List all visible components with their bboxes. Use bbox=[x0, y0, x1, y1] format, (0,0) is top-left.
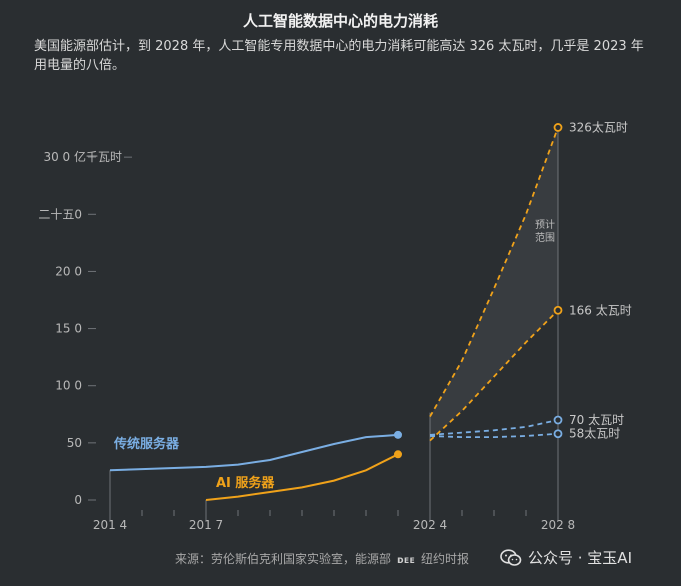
traditional-servers-line bbox=[109, 433, 399, 472]
x-tick-label: 201 7 bbox=[189, 518, 223, 532]
projection-range-annotation: 预计 bbox=[535, 218, 555, 231]
traditional-servers-label: 传统服务器 bbox=[113, 436, 180, 452]
projection-range-annotation: 范围 bbox=[535, 231, 555, 244]
projection-line-low bbox=[429, 309, 559, 442]
y-tick-label: 50 bbox=[67, 436, 82, 450]
y-tick-label: 15 0 bbox=[55, 322, 82, 336]
source-text: 来源：劳伦斯伯克利国家实验室，能源部 bbox=[175, 552, 392, 566]
ai-servers-end-point bbox=[394, 450, 402, 459]
doe-logo-text: ᴅᴇᴇ bbox=[397, 555, 415, 566]
y-tick-label: 20 0 bbox=[55, 264, 82, 278]
y-tick-label: 30 0 亿千瓦时 bbox=[43, 149, 122, 164]
projection-end-point bbox=[553, 123, 563, 132]
projection-line-high bbox=[429, 127, 559, 418]
projection-range-band bbox=[430, 127, 558, 441]
x-tick-label: 202 8 bbox=[541, 518, 575, 532]
x-tick-label: 201 4 bbox=[93, 518, 127, 532]
projection-end-label: 70 太瓦时 bbox=[569, 412, 624, 427]
x-tick-label: 202 4 bbox=[413, 518, 447, 532]
chart-title: 人工智能数据中心的电力消耗 bbox=[242, 12, 438, 30]
projection-end-label: 326太瓦时 bbox=[569, 119, 628, 134]
y-tick-label: 二十五0 bbox=[38, 207, 82, 221]
publisher-text: 纽约时报 bbox=[420, 552, 469, 566]
chart-subtitle: 美国能源部估计，到 2028 年，人工智能专用数据中心的电力消耗可能高达 326… bbox=[34, 39, 644, 73]
projection-end-point bbox=[553, 305, 563, 315]
ai-servers-line bbox=[205, 453, 399, 501]
projection-end-label: 58太瓦时 bbox=[569, 426, 620, 441]
ai-servers-label: AI 服务器 bbox=[216, 475, 275, 491]
projection-line-high bbox=[429, 419, 559, 436]
watermark: 公众号 · 宝玉AI bbox=[500, 547, 632, 568]
source-footer: 来源：劳伦斯伯克利国家实验室，能源部 ᴅᴇᴇ 纽约时报 bbox=[175, 550, 469, 567]
projection-end-point bbox=[553, 415, 563, 425]
wechat-icon bbox=[500, 548, 522, 566]
projection-end-label: 166 太瓦时 bbox=[569, 302, 632, 317]
watermark-text: 公众号 · 宝玉AI bbox=[528, 549, 632, 567]
traditional-servers-end-point bbox=[394, 430, 402, 439]
y-tick-label: 10 0 bbox=[55, 379, 82, 393]
y-tick-label: 0 bbox=[74, 493, 82, 507]
projection-line-low bbox=[429, 432, 559, 438]
projection-end-point bbox=[553, 429, 563, 439]
